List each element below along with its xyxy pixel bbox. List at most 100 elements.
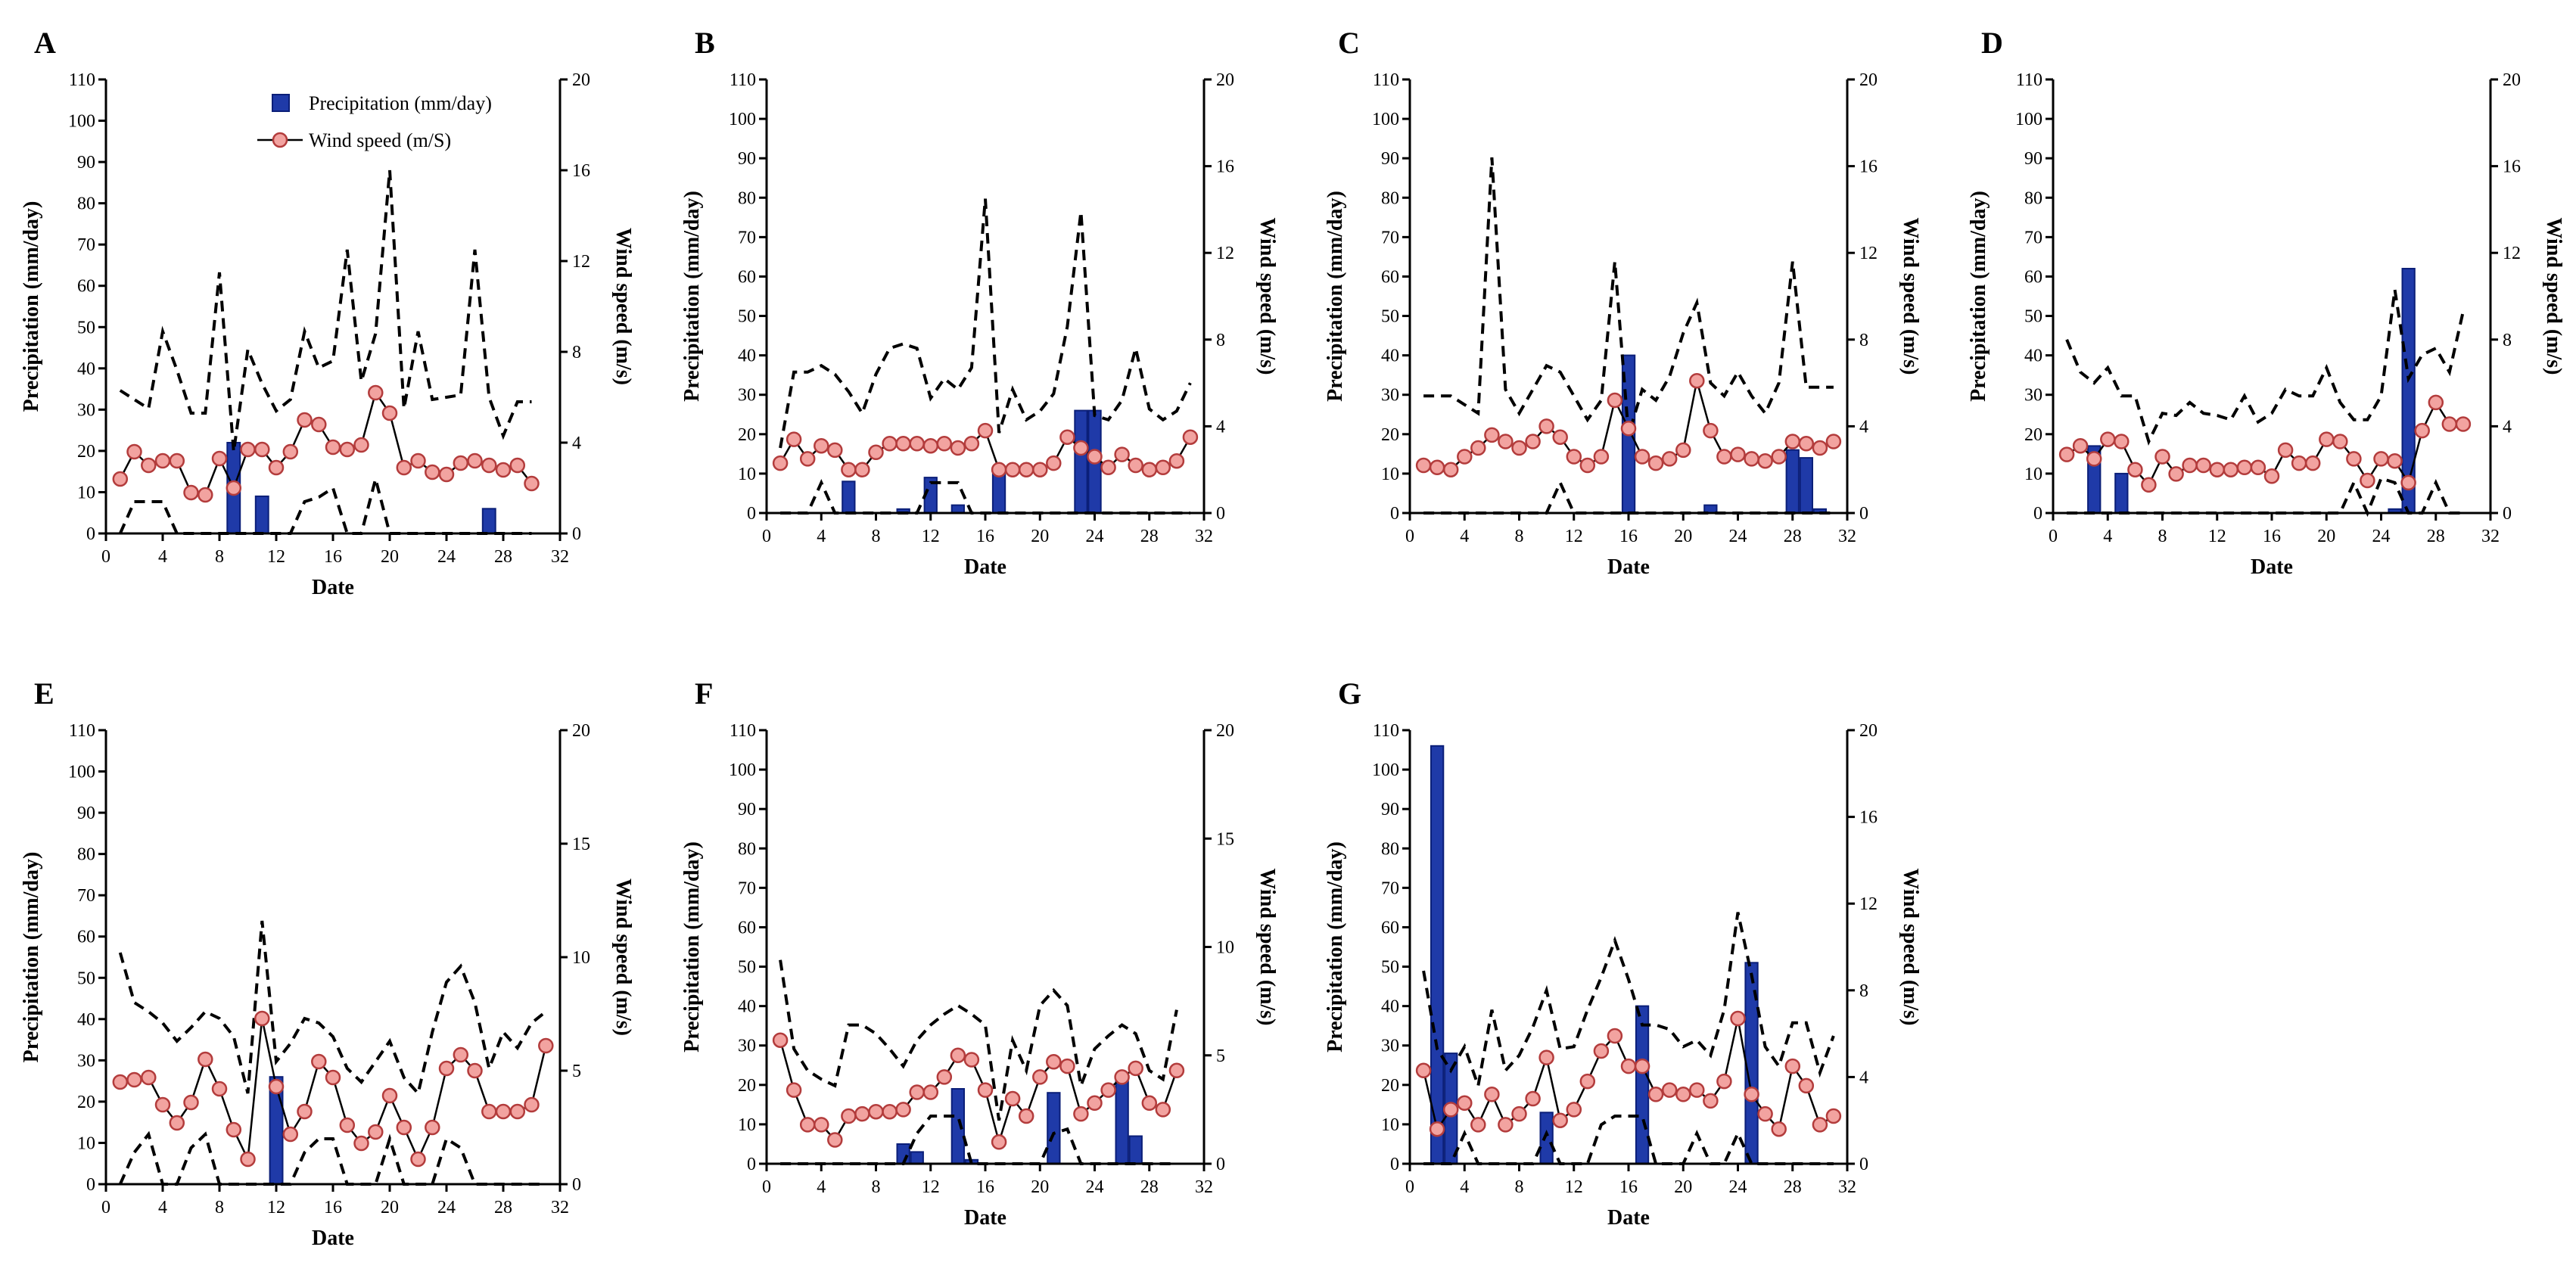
wind-speed-point — [1114, 446, 1130, 462]
x-tick-label: 8 — [215, 547, 224, 567]
y-tick-label: 50 — [738, 307, 756, 327]
y-tick-label: 30 — [738, 1037, 756, 1056]
wind-speed-point — [868, 1103, 884, 1120]
wind-speed-point — [141, 1069, 157, 1086]
y-tick-label: 80 — [738, 839, 756, 859]
x-tick-label: 16 — [324, 1198, 342, 1217]
wind-speed-point — [1484, 427, 1500, 443]
wind-speed-point — [381, 405, 398, 421]
wind-speed-point — [1087, 449, 1103, 465]
wind-speed-point — [1593, 1043, 1610, 1059]
y-axis-title: Precipitation (mm/day) — [680, 841, 704, 1053]
wind-speed-point — [1661, 451, 1678, 467]
y-tick-label: 110 — [69, 721, 95, 741]
y2-tick-label: 5 — [572, 1062, 581, 1081]
x-tick-label: 0 — [101, 547, 110, 567]
wind-speed-point — [1812, 1117, 1828, 1133]
wind-speed-point — [368, 384, 384, 401]
x-tick-label: 12 — [267, 1198, 285, 1217]
y-tick-label: 60 — [738, 267, 756, 287]
panel-label: B — [695, 26, 715, 60]
wind-speed-point — [1634, 449, 1650, 465]
x-tick-label: 24 — [1729, 1177, 1747, 1197]
wind-max-dashed-line — [118, 920, 547, 1097]
wind-min-dashed-line — [118, 473, 532, 535]
wind-speed-point — [1457, 1095, 1473, 1112]
y-tick-label: 110 — [730, 721, 756, 741]
panel-label: F — [695, 676, 713, 711]
y-tick-label: 90 — [738, 149, 756, 169]
x-axis-title: Date — [312, 576, 354, 599]
wind-speed-point — [2195, 457, 2211, 474]
wind-min-dashed-line — [118, 1130, 546, 1186]
wind-speed-point — [841, 1108, 857, 1124]
wind-speed-point — [268, 1078, 285, 1095]
wind-speed-point — [1825, 434, 1842, 449]
legend-wind-label: Wind speed (m/S) — [309, 129, 451, 151]
wind-speed-point — [1046, 455, 1062, 471]
x-tick-label: 0 — [762, 527, 771, 546]
x-tick-label: 4 — [817, 1177, 826, 1197]
x-tick-label: 32 — [1838, 527, 1856, 546]
wind-speed-point — [1004, 462, 1021, 477]
y2-tick-label: 20 — [1859, 721, 1878, 741]
x-tick-label: 32 — [1195, 527, 1213, 546]
wind-speed-point — [211, 450, 228, 467]
wind-speed-point — [1607, 392, 1623, 409]
y-tick-label: 50 — [1381, 958, 1399, 978]
x-tick-label: 16 — [976, 1177, 994, 1197]
wind-speed-point — [854, 462, 870, 477]
wind-speed-point — [814, 1117, 829, 1133]
wind-speed-point — [1771, 449, 1787, 465]
wind-speed-point — [112, 471, 129, 487]
wind-speed-point — [297, 412, 313, 428]
wind-speed-point — [509, 1103, 526, 1120]
x-tick-label: 16 — [1619, 1177, 1638, 1197]
y-tick-label: 10 — [1381, 465, 1399, 484]
x-tick-label: 8 — [1515, 1177, 1524, 1197]
wind-speed-point — [254, 441, 270, 458]
wind-speed-point — [297, 1103, 313, 1120]
x-tick-label: 20 — [1674, 527, 1692, 546]
precipitation-bar — [1074, 409, 1088, 514]
wind-speed-point — [1675, 442, 1691, 459]
precipitation-bar — [1799, 457, 1813, 514]
panel-label: E — [34, 676, 54, 711]
wind-speed-point — [922, 1084, 939, 1100]
y-tick-label: 70 — [77, 235, 95, 255]
wind-speed-point — [368, 1124, 384, 1140]
precipitation-bar — [991, 472, 1006, 515]
y2-tick-label: 8 — [1859, 331, 1868, 350]
wind-speed-point — [325, 1069, 341, 1086]
wind-speed-point — [495, 462, 512, 478]
y2-tick-label: 8 — [2503, 331, 2512, 350]
y2-tick-label: 12 — [1859, 894, 1878, 914]
wind-speed-point — [425, 464, 440, 480]
y2-tick-label: 0 — [1859, 504, 1868, 524]
x-tick-label: 24 — [1086, 527, 1104, 546]
legend-wind-marker — [272, 132, 288, 148]
y-tick-label: 10 — [77, 483, 95, 502]
wind-speed-point — [1059, 429, 1075, 445]
precipitation-bar — [950, 504, 965, 514]
wind-speed-point — [2058, 446, 2075, 462]
wind-speed-point — [1716, 1073, 1732, 1090]
y2-tick-label: 20 — [572, 70, 590, 90]
wind-speed-point — [524, 475, 540, 492]
y2-tick-label: 4 — [1859, 1068, 1868, 1087]
y-tick-label: 90 — [1381, 800, 1399, 819]
wind-speed-point — [1114, 1069, 1130, 1085]
wind-speed-point — [1552, 429, 1568, 445]
wind-speed-point — [1771, 1121, 1787, 1137]
y-tick-label: 0 — [747, 1155, 756, 1174]
y-tick-label: 110 — [2016, 70, 2042, 90]
x-tick-label: 28 — [494, 1198, 512, 1217]
wind-speed-point — [325, 439, 341, 456]
wind-max-dashed-line — [779, 198, 1192, 449]
x-tick-label: 28 — [1140, 527, 1159, 546]
y2-tick-label: 0 — [1216, 1155, 1225, 1174]
y-tick-label: 80 — [77, 845, 95, 865]
y-tick-label: 20 — [77, 442, 95, 462]
wind-speed-point — [410, 1151, 426, 1168]
wind-speed-point — [183, 1094, 199, 1111]
